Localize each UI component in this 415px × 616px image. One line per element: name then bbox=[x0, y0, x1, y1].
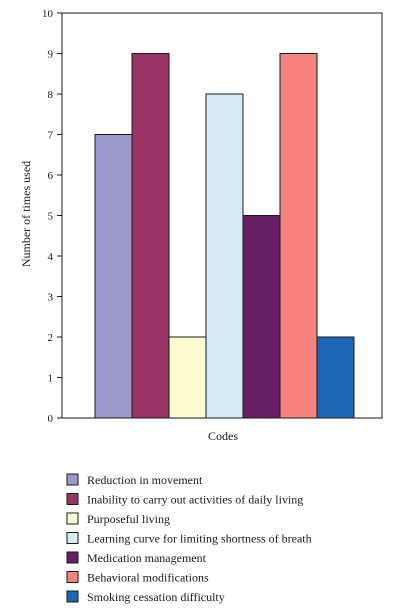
legend-item: Medication management bbox=[87, 551, 207, 565]
chart-bars bbox=[94, 53, 355, 419]
legend-swatch bbox=[66, 532, 79, 544]
legend-swatch bbox=[66, 590, 79, 603]
y-tick-label: 2 bbox=[48, 332, 54, 344]
y-tick-label: 8 bbox=[48, 89, 54, 101]
legend-swatch bbox=[66, 493, 79, 505]
bar bbox=[168, 336, 207, 419]
y-tick-label: 7 bbox=[48, 130, 54, 142]
y-tick-label: 9 bbox=[48, 49, 54, 61]
legend-swatch bbox=[66, 571, 79, 583]
bar bbox=[316, 336, 355, 419]
y-axis-label: Number of times used bbox=[19, 161, 33, 267]
y-tick-label: 1 bbox=[48, 373, 54, 385]
chart-legend: Reduction in movement Inability to carry … bbox=[66, 473, 312, 604]
y-tick-label: 5 bbox=[48, 211, 54, 223]
x-axis-label: Codes bbox=[208, 429, 238, 443]
legend-item: Reduction in movement bbox=[87, 473, 203, 487]
legend-item: Purposeful living bbox=[87, 512, 170, 526]
legend-swatch bbox=[66, 473, 79, 486]
legend-item: Inability to carry out activities of dai… bbox=[87, 493, 303, 507]
legend-swatch bbox=[66, 551, 79, 564]
bar bbox=[94, 134, 133, 419]
bar bbox=[242, 215, 281, 419]
bar bbox=[279, 53, 318, 419]
bar bbox=[131, 53, 170, 419]
y-axis-ticks: 0 1 2 3 4 5 6 7 8 9 10 bbox=[42, 8, 62, 425]
y-tick-label: 0 bbox=[48, 413, 54, 425]
y-tick-label: 4 bbox=[48, 251, 54, 263]
legend-item: Learning curve for limiting shortness of… bbox=[87, 532, 312, 546]
legend-item: Smoking cessation difficulty bbox=[87, 590, 225, 604]
legend-item: Behavioral modifications bbox=[87, 571, 209, 585]
y-tick-label: 10 bbox=[42, 8, 54, 20]
bar bbox=[205, 93, 244, 419]
y-tick-label: 3 bbox=[48, 292, 54, 304]
y-tick-label: 6 bbox=[48, 170, 54, 182]
legend-swatch bbox=[66, 512, 79, 525]
